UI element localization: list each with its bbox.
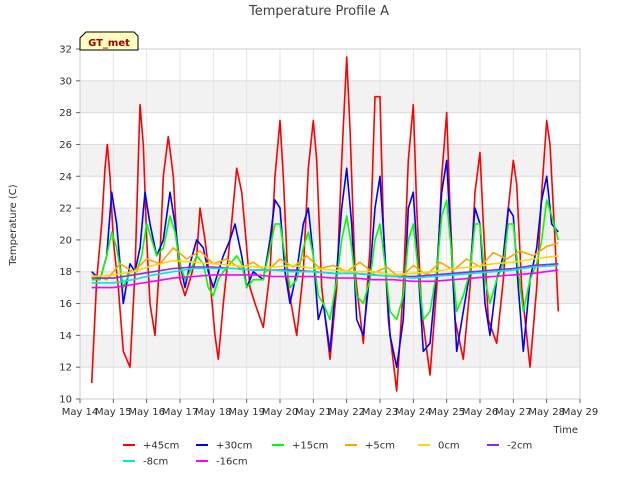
legend: +45cm +30cm +15cm +5cm 0cm -2cm -8cm -16cm <box>123 441 532 468</box>
legend-label: +30cm <box>216 441 252 452</box>
y-tick-label: 16 <box>59 299 72 310</box>
legend-label: -8cm <box>143 457 168 468</box>
x-tick-label: May 25 <box>428 407 465 418</box>
y-tick-label: 32 <box>59 45 72 56</box>
legend-label: +45cm <box>143 441 179 452</box>
y-tick-label: 22 <box>59 204 72 215</box>
badge-box <box>79 31 139 51</box>
x-tick-label: May 17 <box>162 407 199 418</box>
series-lines <box>90 56 560 392</box>
legend-label: 0cm <box>438 441 460 452</box>
x-tick-label: May 14 <box>62 407 99 418</box>
x-tick-label: May 23 <box>362 407 399 418</box>
y-tick-label: 26 <box>59 140 72 151</box>
x-tick-label: May 26 <box>462 407 499 418</box>
x-tick-label: May 20 <box>262 407 299 418</box>
series-line-minus16cm <box>91 269 559 289</box>
x-tick-label: May 15 <box>95 407 132 418</box>
series-line-plus45cm <box>90 56 560 392</box>
y-tick-label: 18 <box>59 267 72 278</box>
gt-met-badge: GT_met <box>79 31 139 51</box>
x-tick-label: May 27 <box>495 407 532 418</box>
x-tick-label: May 22 <box>328 407 365 418</box>
x-tick-label: May 21 <box>295 407 332 418</box>
grid-band <box>80 144 580 177</box>
x-tick-label: May 19 <box>228 407 265 418</box>
series-line-minus8cm <box>91 264 559 284</box>
y-tick-label: 20 <box>59 235 72 246</box>
series-line-plus15cm <box>91 199 560 321</box>
chart-title: Temperature Profile A <box>248 4 389 19</box>
legend-label: -2cm <box>507 441 532 452</box>
y-axis-label: Temperature (C) <box>8 184 19 266</box>
grid-band <box>80 80 580 113</box>
y-tick-label: 10 <box>59 395 72 406</box>
x-tick-label: May 28 <box>528 407 565 418</box>
series-line-plus5cm <box>91 242 559 281</box>
grid-band <box>80 271 580 304</box>
plot-frame <box>79 48 581 400</box>
legend-label: -16cm <box>216 457 248 468</box>
legend-label: +5cm <box>365 441 395 452</box>
y-tick-label: 24 <box>59 172 72 183</box>
y-tick-label: 12 <box>59 363 72 374</box>
x-tick-label: May 16 <box>128 407 165 418</box>
series-line-0cm <box>91 255 559 278</box>
y-tick-label: 28 <box>59 108 72 119</box>
legend-label: +15cm <box>292 441 328 452</box>
x-axis-label: Time <box>553 425 578 436</box>
y-tick-label: 14 <box>59 331 72 342</box>
y-tick-label: 30 <box>59 76 72 87</box>
x-tick-label: May 18 <box>195 407 232 418</box>
y-axis-ticks: 10 12 14 16 18 20 22 24 26 28 30 32 <box>59 45 80 406</box>
x-tick-label: May 24 <box>395 407 432 418</box>
badge-label: GT_met <box>88 38 130 49</box>
x-tick-label: May 29 <box>562 407 599 418</box>
